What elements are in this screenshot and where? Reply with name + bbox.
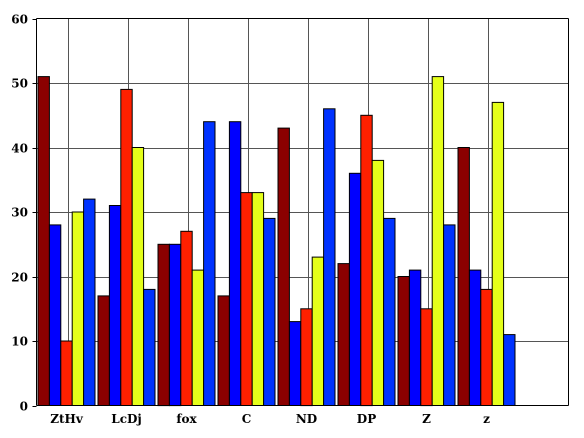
x-tick-label: LcDj — [111, 412, 142, 426]
bar-DP-series-5 — [383, 217, 396, 406]
bar-ND-series-2 — [288, 321, 302, 407]
x-tick-label: C — [242, 412, 252, 426]
y-tick-label: 0 — [20, 400, 28, 414]
bar-z-series-3 — [480, 288, 493, 406]
y-tick-label: 40 — [11, 142, 28, 156]
bar-ND-series-5 — [323, 108, 336, 407]
bar-fox-series-3 — [180, 230, 193, 406]
bar-ZtHv-series-1 — [37, 76, 50, 406]
bar-z-series-1 — [457, 147, 470, 406]
bar-ZtHv-series-3 — [60, 340, 73, 406]
bar-C-series-4 — [251, 192, 265, 406]
bar-fox-series-1 — [157, 243, 170, 407]
bar-Z-series-4 — [431, 76, 445, 406]
y-tick-label: 30 — [11, 206, 28, 220]
bar-LcDj-series-1 — [97, 295, 110, 406]
x-tick-label: fox — [176, 412, 197, 426]
x-tick-label: ZtHv — [50, 412, 84, 426]
bar-C-series-2 — [228, 121, 242, 406]
axes — [32, 18, 569, 407]
bar-Z-series-5 — [443, 224, 456, 406]
bar-ND-series-4 — [311, 256, 325, 406]
bar-LcDj-series-2 — [108, 205, 122, 406]
bar-ZtHv-series-5 — [83, 198, 96, 406]
bar-fox-series-5 — [203, 121, 216, 406]
bar-ND-series-1 — [277, 127, 290, 406]
y-tick-label: 60 — [11, 13, 28, 27]
bar-C-series-5 — [263, 217, 276, 406]
bar-Z-series-2 — [408, 269, 422, 406]
bar-ND-series-3 — [300, 308, 313, 407]
x-tick-label: DP — [357, 412, 376, 426]
bar-z-series-5 — [503, 334, 516, 407]
bar-fox-series-4 — [191, 269, 205, 406]
x-tick-label: z — [483, 412, 490, 426]
bar-DP-series-3 — [360, 114, 373, 407]
bar-DP-series-2 — [348, 172, 362, 406]
bar-DP-series-1 — [337, 263, 350, 406]
bar-ZtHv-series-4 — [71, 211, 85, 406]
bar-LcDj-series-5 — [143, 288, 156, 406]
bars — [37, 76, 516, 407]
bar-Z-series-3 — [420, 308, 433, 407]
y-tick-label: 50 — [11, 77, 28, 91]
bar-LcDj-series-3 — [120, 88, 133, 407]
y-tick-label: 10 — [11, 335, 28, 349]
bar-fox-series-2 — [168, 243, 182, 407]
bar-DP-series-4 — [371, 159, 385, 406]
y-tick-label: 20 — [11, 271, 28, 285]
x-tick-label: ND — [296, 412, 317, 426]
bar-Z-series-1 — [397, 276, 410, 406]
x-tick-label: Z — [422, 412, 431, 426]
bar-C-series-3 — [240, 192, 253, 406]
bar-C-series-1 — [217, 295, 230, 406]
bar-z-series-4 — [491, 101, 505, 407]
bar-ZtHv-series-2 — [48, 224, 62, 406]
bar-LcDj-series-4 — [131, 147, 145, 406]
bar-z-series-2 — [468, 269, 482, 406]
